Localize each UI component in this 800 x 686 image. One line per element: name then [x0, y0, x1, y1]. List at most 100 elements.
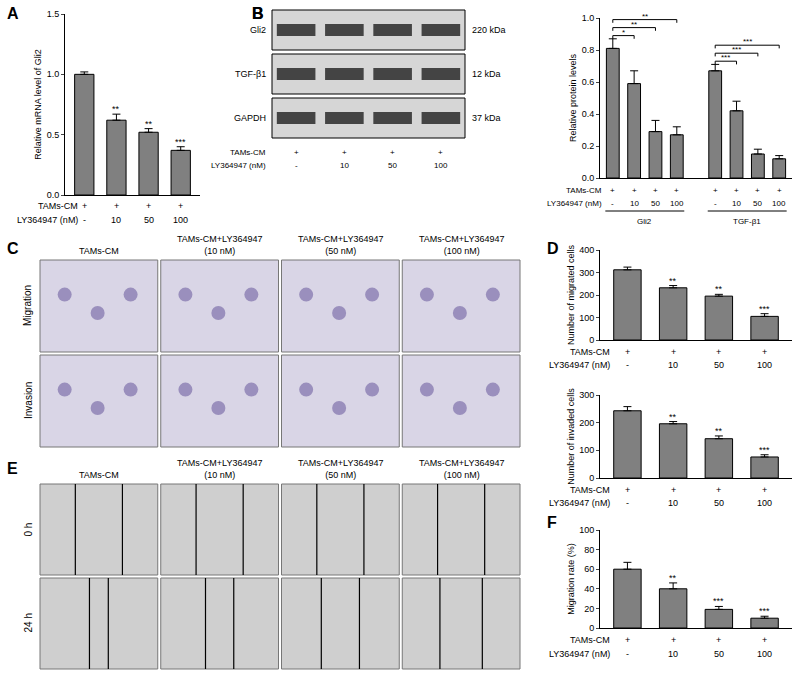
svg-text:**: ** [631, 20, 637, 29]
svg-text:0: 0 [589, 473, 594, 483]
svg-text:0.0: 0.0 [582, 173, 595, 183]
svg-text:+: + [762, 347, 767, 357]
svg-text:100: 100 [173, 215, 188, 225]
svg-text:+: + [762, 635, 767, 645]
svg-text:F: F [547, 514, 557, 531]
svg-text:-: - [714, 199, 717, 208]
svg-text:+: + [671, 347, 676, 357]
svg-text:TAMs-CM+LY364947(10 nM): TAMs-CM+LY364947(10 nM) [177, 234, 262, 256]
svg-text:100: 100 [757, 360, 772, 370]
svg-text:+: + [716, 485, 721, 495]
svg-text:+: + [178, 201, 183, 211]
svg-text:+: + [716, 347, 721, 357]
svg-text:*: * [622, 28, 625, 37]
svg-text:LY364947 (nM): LY364947 (nM) [547, 199, 602, 208]
svg-text:-: - [295, 161, 298, 170]
svg-text:-: - [611, 199, 614, 208]
svg-text:**: ** [669, 412, 677, 422]
svg-text:***: *** [175, 137, 186, 147]
svg-text:0.5: 0.5 [47, 130, 60, 140]
svg-text:0.2: 0.2 [582, 141, 595, 151]
svg-text:+: + [671, 635, 676, 645]
svg-text:60: 60 [584, 564, 594, 574]
svg-text:TAMs-CM+LY364947(50 nM): TAMs-CM+LY364947(50 nM) [298, 458, 383, 480]
svg-text:E: E [7, 460, 18, 477]
svg-text:Relative protein levels: Relative protein levels [568, 53, 578, 142]
svg-text:+: + [114, 201, 119, 211]
svg-text:Migration: Migration [22, 285, 33, 326]
svg-text:100: 100 [757, 498, 772, 508]
svg-text:LY364947 (nM): LY364947 (nM) [17, 215, 78, 225]
svg-text:20: 20 [584, 604, 594, 614]
svg-text:+: + [342, 148, 347, 157]
svg-text:TAMs-CM+LY364947(50 nM): TAMs-CM+LY364947(50 nM) [298, 234, 383, 256]
svg-text:***: *** [759, 304, 770, 314]
svg-text:LY364947 (nM): LY364947 (nM) [549, 498, 610, 508]
svg-text:0: 0 [589, 623, 594, 633]
svg-text:300: 300 [579, 268, 594, 278]
svg-text:+: + [716, 635, 721, 645]
svg-text:GAPDH: GAPDH [234, 113, 266, 123]
svg-text:+: + [734, 186, 739, 195]
svg-text:50: 50 [714, 649, 724, 659]
svg-text:1.5: 1.5 [47, 9, 60, 19]
svg-text:24 h: 24 h [23, 613, 34, 632]
svg-text:TAMs-CM: TAMs-CM [570, 347, 610, 357]
svg-text:-: - [626, 649, 629, 659]
svg-text:200: 200 [579, 290, 594, 300]
svg-text:50: 50 [714, 498, 724, 508]
svg-text:LY364947 (nM): LY364947 (nM) [211, 161, 266, 170]
svg-text:D: D [547, 240, 559, 257]
svg-text:Number of invaded cells: Number of invaded cells [566, 388, 576, 485]
svg-text:A: A [7, 5, 19, 22]
svg-text:B: B [252, 5, 264, 22]
svg-text:TAMs-CM+LY364947(10 nM): TAMs-CM+LY364947(10 nM) [177, 458, 262, 480]
svg-text:0.8: 0.8 [582, 45, 595, 55]
svg-text:***: *** [759, 445, 770, 455]
svg-text:TAMs-CM+LY364947(100 nM): TAMs-CM+LY364947(100 nM) [419, 234, 504, 256]
svg-text:**: ** [642, 12, 648, 21]
svg-text:10: 10 [111, 215, 121, 225]
svg-text:50: 50 [753, 199, 762, 208]
svg-text:100: 100 [772, 199, 786, 208]
svg-text:***: *** [743, 37, 752, 46]
svg-text:Number of migrated cells: Number of migrated cells [566, 244, 576, 345]
svg-text:10: 10 [668, 649, 678, 659]
svg-text:LY364947 (nM): LY364947 (nM) [549, 649, 610, 659]
svg-text:+: + [671, 485, 676, 495]
svg-text:**: ** [715, 284, 723, 294]
svg-text:TAMs-CM: TAMs-CM [79, 246, 119, 256]
svg-text:37 kDa: 37 kDa [472, 113, 501, 123]
svg-text:TGF-β1: TGF-β1 [733, 217, 761, 226]
svg-text:100: 100 [579, 445, 594, 455]
svg-text:-: - [626, 498, 629, 508]
svg-text:+: + [755, 186, 760, 195]
svg-text:**: ** [669, 276, 677, 286]
svg-text:10: 10 [630, 199, 639, 208]
svg-text:+: + [674, 186, 679, 195]
svg-text:+: + [632, 186, 637, 195]
svg-text:300: 300 [579, 390, 594, 400]
svg-text:TAMs-CM: TAMs-CM [570, 635, 610, 645]
svg-text:Gli2: Gli2 [637, 217, 652, 226]
svg-text:1.0: 1.0 [47, 69, 60, 79]
svg-text:12 kDa: 12 kDa [472, 69, 501, 79]
svg-text:100: 100 [579, 313, 594, 323]
svg-text:+: + [146, 201, 151, 211]
svg-text:+: + [653, 186, 658, 195]
svg-text:***: *** [721, 53, 730, 62]
svg-text:TAMs-CM: TAMs-CM [566, 186, 602, 195]
svg-text:100: 100 [757, 649, 772, 659]
svg-text:C: C [7, 240, 19, 257]
svg-text:B: B [252, 5, 264, 22]
svg-text:Invasion: Invasion [23, 382, 34, 419]
svg-text:10: 10 [668, 498, 678, 508]
svg-text:0.0: 0.0 [47, 190, 60, 200]
svg-text:+: + [777, 186, 782, 195]
svg-text:80: 80 [584, 545, 594, 555]
svg-text:**: ** [669, 573, 677, 583]
svg-text:+: + [625, 635, 630, 645]
svg-text:1.0: 1.0 [582, 13, 595, 23]
svg-text:100: 100 [579, 525, 594, 535]
svg-text:200: 200 [579, 418, 594, 428]
